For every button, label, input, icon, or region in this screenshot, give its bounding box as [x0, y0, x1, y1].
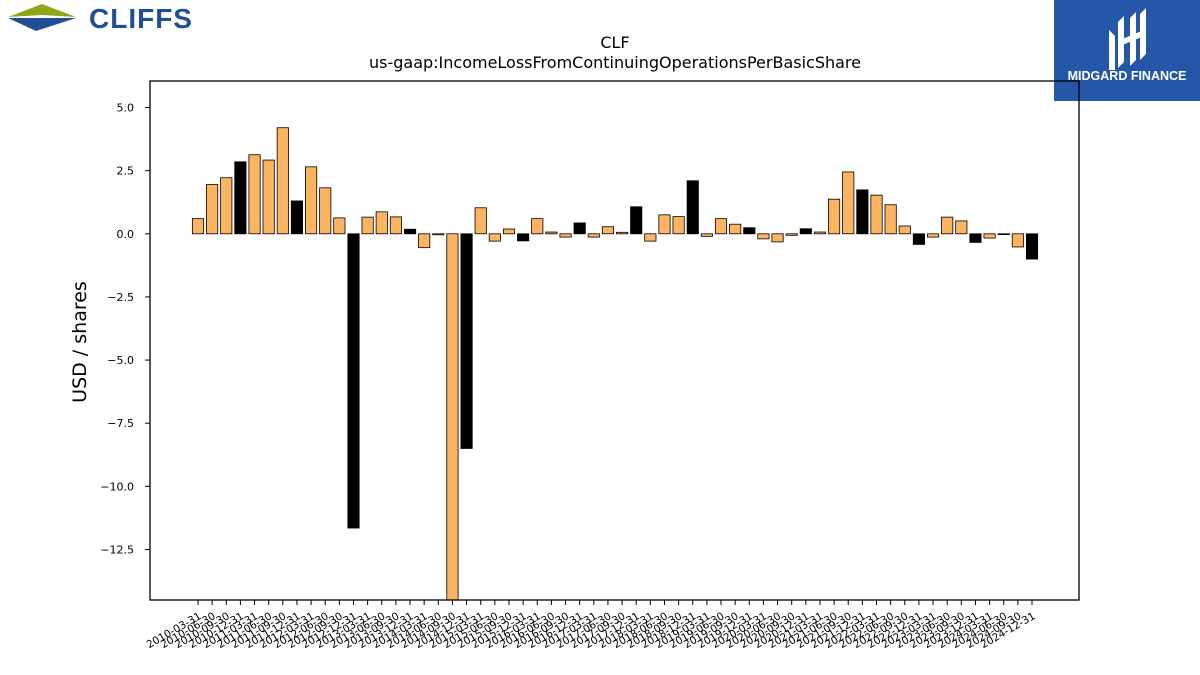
y-tick-label: 5.0 — [117, 102, 135, 115]
bar-2020-06-30 — [771, 233, 784, 243]
bar-2016-03-31 — [531, 218, 544, 235]
y-axis-label: USD / shares — [69, 281, 91, 403]
chart-subtitle: us-gaap:IncomeLossFromContinuingOperatio… — [369, 53, 861, 72]
bar-2012-03-31 — [305, 166, 318, 235]
bar-2018-06-30 — [658, 214, 671, 235]
cliffs-logo-text: CLIFFS — [89, 3, 193, 34]
cliffs-logo-mark-green — [8, 4, 76, 17]
bar-2011-12-31 — [290, 200, 304, 235]
bar-2021-09-30 — [842, 171, 855, 235]
plot-content — [191, 127, 1039, 600]
x-axis-ticks: 2010-03-312010-06-302010-09-302010-12-31… — [145, 600, 1038, 651]
bar-2013-06-30 — [375, 211, 388, 235]
bar-2016-06-30 — [545, 231, 558, 235]
bar-2013-03-31 — [361, 216, 374, 235]
bar-2022-06-30 — [884, 204, 897, 235]
bar-2014-09-30 — [446, 233, 459, 600]
bar-2024-12-31 — [1025, 233, 1039, 260]
bar-2011-03-31 — [248, 154, 261, 235]
bar-2012-06-30 — [319, 187, 332, 235]
bar-2022-03-31 — [870, 194, 883, 235]
y-tick-label: −10.0 — [100, 480, 134, 493]
bar-2020-09-30 — [785, 233, 798, 236]
bar-2022-12-31 — [912, 233, 925, 245]
bar-2014-06-30 — [432, 233, 445, 236]
cliffs-logo: CLIFFS — [0, 0, 250, 40]
bar-2021-12-31 — [856, 189, 869, 235]
bar-2024-06-30 — [997, 233, 1010, 236]
bar-2019-12-31 — [743, 227, 756, 235]
cliffs-logo-mark-blue — [8, 18, 76, 31]
bar-2014-12-31 — [460, 233, 473, 449]
bar-2012-12-31 — [347, 233, 360, 529]
bar-2023-03-31 — [927, 233, 940, 238]
midgard-logo-text: MIDGARD FINANCE — [1068, 69, 1187, 83]
bar-2010-06-30 — [206, 184, 219, 235]
bar-2011-09-30 — [276, 127, 289, 235]
bar-2022-09-30 — [898, 225, 911, 235]
bar-2010-12-31 — [234, 161, 247, 235]
bar-2021-03-31 — [813, 231, 827, 235]
bar-2023-06-30 — [941, 216, 954, 235]
bar-2019-06-30 — [714, 218, 728, 235]
y-tick-label: −12.5 — [100, 543, 134, 556]
bar-2014-03-31 — [418, 233, 431, 249]
bar-2011-06-30 — [262, 159, 275, 235]
bar-2015-06-30 — [488, 233, 501, 242]
y-tick-label: −2.5 — [107, 291, 134, 304]
bar-2017-12-31 — [630, 206, 643, 235]
bar-2018-12-31 — [686, 180, 699, 235]
bar-2013-12-31 — [403, 228, 417, 235]
y-tick-label: −5.0 — [107, 354, 134, 367]
plot-frame — [149, 80, 1080, 601]
bar-2017-09-30 — [616, 231, 629, 235]
bar-2016-12-31 — [573, 222, 586, 235]
bar-2016-09-30 — [559, 233, 572, 238]
bar-2013-09-30 — [389, 216, 402, 235]
bar-2023-09-30 — [955, 220, 968, 235]
bar-2017-06-30 — [601, 226, 614, 235]
bar-2020-12-31 — [799, 228, 812, 235]
bar-2015-12-31 — [517, 233, 530, 242]
bar-2021-06-30 — [828, 198, 841, 235]
y-tick-label: −7.5 — [107, 417, 134, 430]
y-axis-ticks: 5.0 2.5 0.0 −2.5 −5.0 −7.5 −10.0 −12.5 — [100, 102, 150, 556]
y-tick-label: 0.0 — [117, 228, 135, 241]
bar-2012-09-30 — [333, 217, 346, 235]
bar-2024-09-30 — [1011, 233, 1024, 248]
bar-2015-03-31 — [474, 207, 487, 235]
bar-2023-12-31 — [969, 233, 982, 243]
midgard-finance-logo: MIDGARD FINANCE — [1054, 0, 1200, 101]
chart-title: CLF — [600, 33, 629, 52]
bar-2020-03-31 — [757, 233, 770, 240]
y-tick-label: 2.5 — [117, 165, 135, 178]
bar-2018-09-30 — [672, 216, 685, 235]
bar-2018-03-31 — [644, 233, 657, 242]
bar-2010-09-30 — [220, 177, 233, 235]
bar-2024-03-31 — [983, 233, 996, 239]
bar-2017-03-31 — [587, 233, 600, 238]
bar-2015-09-30 — [502, 228, 516, 235]
bar-2010-03-31 — [191, 218, 205, 235]
bar-2019-03-31 — [700, 233, 713, 237]
midgard-logo-mark — [1109, 8, 1146, 70]
bar-2019-09-30 — [729, 223, 742, 235]
